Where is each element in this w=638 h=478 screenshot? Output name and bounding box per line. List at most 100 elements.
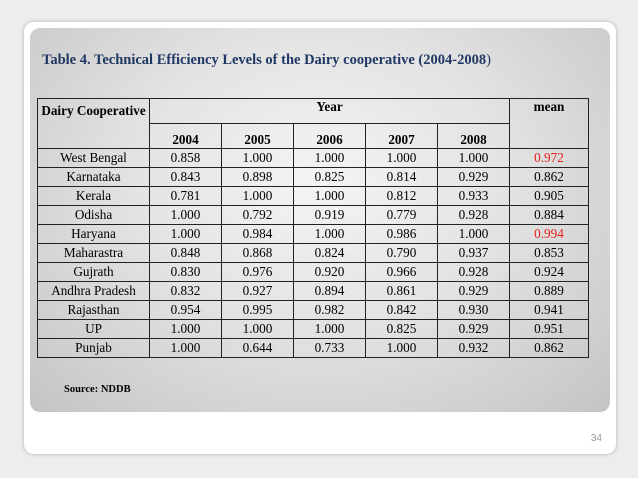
efficiency-value: 0.779 bbox=[365, 205, 438, 225]
efficiency-value: 0.825 bbox=[365, 319, 438, 339]
efficiency-value: 1.000 bbox=[437, 148, 510, 168]
cooperative-name: Kerala bbox=[37, 186, 150, 206]
efficiency-value: 0.929 bbox=[437, 167, 510, 187]
cooperative-name: Karnataka bbox=[37, 167, 150, 187]
efficiency-value: 1.000 bbox=[149, 205, 222, 225]
table-row: UP 1.000 1.000 1.000 0.825 0.929 0.951 bbox=[37, 319, 589, 339]
efficiency-value: 0.812 bbox=[365, 186, 438, 206]
header-year-2006: 2006 bbox=[293, 123, 366, 149]
content-panel: Table 4. Technical Efficiency Levels of … bbox=[30, 28, 610, 412]
efficiency-value: 0.984 bbox=[221, 224, 294, 244]
header-year-2004: 2004 bbox=[149, 123, 222, 149]
mean-value: 0.862 bbox=[509, 338, 589, 358]
efficiency-value: 1.000 bbox=[293, 224, 366, 244]
efficiency-value: 1.000 bbox=[365, 148, 438, 168]
efficiency-value: 1.000 bbox=[293, 148, 366, 168]
efficiency-value: 0.898 bbox=[221, 167, 294, 187]
cooperative-name: Punjab bbox=[37, 338, 150, 358]
table-body: West Bengal 0.858 1.000 1.000 1.000 1.000 0.97… bbox=[37, 148, 589, 358]
efficiency-value: 0.933 bbox=[437, 186, 510, 206]
efficiency-value: 0.894 bbox=[293, 281, 366, 301]
table-row: Rajasthan 0.954 0.995 0.982 0.842 0.930 0.941 bbox=[37, 300, 589, 320]
table-row: Odisha 1.000 0.792 0.919 0.779 0.928 0.884 bbox=[37, 205, 589, 225]
efficiency-value: 0.929 bbox=[437, 281, 510, 301]
cooperative-name: Gujrath bbox=[37, 262, 150, 282]
efficiency-value: 1.000 bbox=[149, 224, 222, 244]
mean-value: 0.951 bbox=[509, 319, 589, 339]
header-year-2005: 2005 bbox=[221, 123, 294, 149]
efficiency-value: 1.000 bbox=[293, 186, 366, 206]
efficiency-value: 0.792 bbox=[221, 205, 294, 225]
efficiency-value: 0.954 bbox=[149, 300, 222, 320]
efficiency-value: 1.000 bbox=[149, 319, 222, 339]
efficiency-value: 1.000 bbox=[437, 224, 510, 244]
mean-value: 0.941 bbox=[509, 300, 589, 320]
efficiency-value: 0.848 bbox=[149, 243, 222, 263]
efficiency-value: 0.832 bbox=[149, 281, 222, 301]
cooperative-name: Odisha bbox=[37, 205, 150, 225]
efficiency-value: 0.861 bbox=[365, 281, 438, 301]
efficiency-value: 0.982 bbox=[293, 300, 366, 320]
cooperative-name: Haryana bbox=[37, 224, 150, 244]
efficiency-value: 0.937 bbox=[437, 243, 510, 263]
efficiency-value: 1.000 bbox=[221, 319, 294, 339]
table-row: Punjab 1.000 0.644 0.733 1.000 0.932 0.862 bbox=[37, 338, 589, 358]
mean-value: 0.972 bbox=[509, 148, 589, 168]
header-year: Year bbox=[149, 98, 510, 124]
cooperative-name: Andhra Pradesh bbox=[37, 281, 150, 301]
source-note: Source: NDDB bbox=[64, 384, 131, 395]
cooperative-name: West Bengal bbox=[37, 148, 150, 168]
table-row: Karnataka 0.843 0.898 0.825 0.814 0.929 0.862 bbox=[37, 167, 589, 187]
efficiency-value: 0.966 bbox=[365, 262, 438, 282]
cooperative-name: Maharastra bbox=[37, 243, 150, 263]
efficiency-value: 0.644 bbox=[221, 338, 294, 358]
table-row: Haryana 1.000 0.984 1.000 0.986 1.000 0.994 bbox=[37, 224, 589, 244]
efficiency-value: 0.932 bbox=[437, 338, 510, 358]
table-row: Gujrath 0.830 0.976 0.920 0.966 0.928 0.924 bbox=[37, 262, 589, 282]
efficiency-value: 0.825 bbox=[293, 167, 366, 187]
header-year-2007: 2007 bbox=[365, 123, 438, 149]
efficiency-value: 0.976 bbox=[221, 262, 294, 282]
efficiency-value: 0.929 bbox=[437, 319, 510, 339]
efficiency-value: 0.920 bbox=[293, 262, 366, 282]
title-text: Table 4. Technical Efficiency Levels of … bbox=[42, 52, 487, 68]
table-row: Andhra Pradesh 0.832 0.927 0.894 0.861 0.929 0… bbox=[37, 281, 589, 301]
efficiency-value: 1.000 bbox=[365, 338, 438, 358]
efficiency-value: 1.000 bbox=[293, 319, 366, 339]
cooperative-name: UP bbox=[37, 319, 150, 339]
table-row: Kerala 0.781 1.000 1.000 0.812 0.933 0.905 bbox=[37, 186, 589, 206]
efficiency-value: 0.790 bbox=[365, 243, 438, 263]
mean-value: 0.862 bbox=[509, 167, 589, 187]
efficiency-value: 0.986 bbox=[365, 224, 438, 244]
mean-value: 0.924 bbox=[509, 262, 589, 282]
table-row: West Bengal 0.858 1.000 1.000 1.000 1.000 0.97… bbox=[37, 148, 589, 168]
efficiency-value: 0.919 bbox=[293, 205, 366, 225]
header-row-years: 2004 2005 2006 2007 2008 bbox=[38, 123, 589, 149]
efficiency-value: 0.930 bbox=[437, 300, 510, 320]
mean-value: 0.853 bbox=[509, 243, 589, 263]
mean-value: 0.994 bbox=[509, 224, 589, 244]
table-row: Maharastra 0.848 0.868 0.824 0.790 0.937 0.853 bbox=[37, 243, 589, 263]
mean-value: 0.905 bbox=[509, 186, 589, 206]
efficiency-table: Dairy Cooperative Year mean 2004 2005 2006… bbox=[37, 98, 589, 358]
header-mean: mean bbox=[509, 98, 589, 149]
header-year-2008: 2008 bbox=[437, 123, 510, 149]
efficiency-value: 0.814 bbox=[365, 167, 438, 187]
efficiency-value: 0.928 bbox=[437, 262, 510, 282]
table-title: Table 4. Technical Efficiency Levels of … bbox=[42, 52, 602, 69]
efficiency-value: 0.830 bbox=[149, 262, 222, 282]
efficiency-value: 0.781 bbox=[149, 186, 222, 206]
header-row-top: Dairy Cooperative Year mean bbox=[37, 98, 589, 149]
efficiency-value: 0.824 bbox=[293, 243, 366, 263]
efficiency-value: 1.000 bbox=[221, 148, 294, 168]
page-number: 34 bbox=[590, 433, 602, 444]
efficiency-value: 0.843 bbox=[149, 167, 222, 187]
efficiency-value: 0.858 bbox=[149, 148, 222, 168]
mean-value: 0.889 bbox=[509, 281, 589, 301]
efficiency-value: 1.000 bbox=[221, 186, 294, 206]
efficiency-value: 1.000 bbox=[149, 338, 222, 358]
slide: Table 4. Technical Efficiency Levels of … bbox=[24, 22, 616, 454]
title-close-paren: ) bbox=[486, 52, 491, 68]
header-dairy-cooperative: Dairy Cooperative bbox=[37, 98, 150, 149]
cooperative-name: Rajasthan bbox=[37, 300, 150, 320]
